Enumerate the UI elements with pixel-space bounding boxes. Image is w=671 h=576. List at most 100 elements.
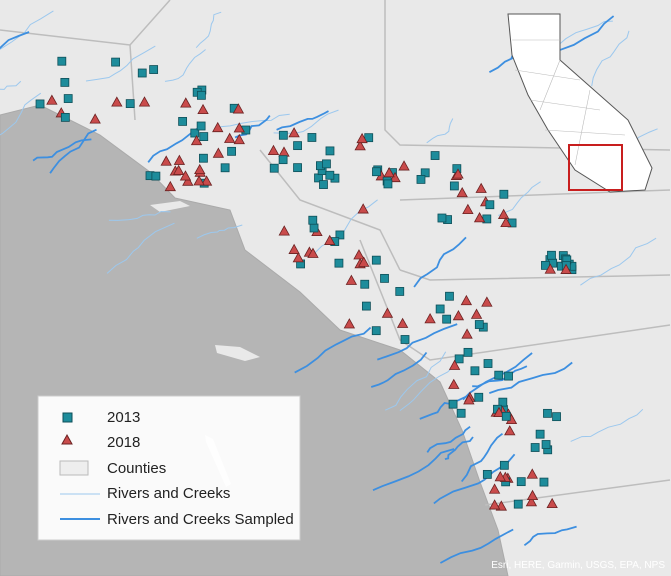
river xyxy=(570,408,644,442)
site-2018 xyxy=(398,160,410,171)
site-2013 xyxy=(400,335,410,344)
site-2018 xyxy=(424,313,436,324)
site-2013 xyxy=(361,301,371,311)
site-2018 xyxy=(448,378,460,389)
site-2013 xyxy=(60,77,70,87)
site-2018 xyxy=(462,203,474,215)
river xyxy=(591,30,630,87)
site-2013 xyxy=(449,181,459,191)
site-2018 xyxy=(173,154,186,165)
site-2018 xyxy=(288,127,300,138)
river xyxy=(108,210,171,221)
site-2013 xyxy=(437,213,447,223)
site-2018 xyxy=(504,425,516,436)
site-2018 xyxy=(448,359,461,370)
attribution: Esri, HERE, Garmin, USGS, EPA, NPS xyxy=(491,560,665,571)
site-2018 xyxy=(461,328,473,339)
river xyxy=(215,113,290,130)
site-2018 xyxy=(473,212,486,223)
site-2013 xyxy=(372,167,381,177)
site-2018 xyxy=(164,180,176,192)
site-2013 xyxy=(269,163,279,173)
site-2013 xyxy=(499,460,509,470)
river xyxy=(0,31,30,50)
site-2013 xyxy=(535,429,545,439)
river xyxy=(523,525,577,547)
river xyxy=(372,448,455,492)
site-2018 xyxy=(138,96,151,107)
site-2018 xyxy=(488,499,501,510)
site-2013 xyxy=(199,153,208,163)
site-2013 xyxy=(125,99,135,109)
river xyxy=(426,425,471,453)
river xyxy=(164,49,206,82)
site-2018 xyxy=(345,274,358,285)
river xyxy=(377,323,458,361)
river xyxy=(489,361,573,394)
site-2018 xyxy=(470,308,483,319)
river xyxy=(32,138,92,162)
river xyxy=(0,10,54,50)
site-2013 xyxy=(307,133,317,142)
site-2013 xyxy=(498,397,508,407)
sampled-rivers xyxy=(0,15,615,564)
site-2013 xyxy=(190,128,200,138)
site-2013 xyxy=(485,200,495,210)
site-2018 xyxy=(493,406,505,418)
site-2018 xyxy=(278,225,290,236)
site-2018 xyxy=(46,94,58,105)
river xyxy=(85,45,156,82)
site-2013 xyxy=(278,130,288,140)
river xyxy=(196,224,243,239)
site-2018 xyxy=(356,132,368,144)
river xyxy=(276,110,329,131)
site-2013 xyxy=(371,326,381,336)
river xyxy=(384,351,447,411)
site-2018 xyxy=(307,247,319,258)
site-2018 xyxy=(288,243,300,254)
site-2018 xyxy=(381,307,394,318)
site-2013 xyxy=(319,180,328,189)
site-2018 xyxy=(494,471,506,482)
site-2018 xyxy=(383,167,395,178)
site-2018 xyxy=(180,97,192,108)
site-2018 xyxy=(233,133,245,145)
legend-label: 2013 xyxy=(107,409,140,426)
site-2013 xyxy=(504,371,513,381)
site-2013 xyxy=(445,291,454,301)
river xyxy=(106,222,175,274)
site-2018 xyxy=(193,175,205,186)
site-2018 xyxy=(481,296,493,307)
site-2013 xyxy=(395,287,405,296)
site-2018 xyxy=(452,168,464,179)
site-2013 xyxy=(516,477,526,487)
site-2018 xyxy=(354,140,366,151)
site-2013 xyxy=(309,223,319,233)
inset-map xyxy=(507,13,653,193)
site-2018 xyxy=(357,203,369,214)
site-2018 xyxy=(212,147,225,158)
site-2013 xyxy=(474,392,484,402)
site-2013 xyxy=(463,347,473,357)
site-2013 xyxy=(494,370,504,380)
site-2013 xyxy=(325,146,335,156)
river xyxy=(0,80,22,90)
site-2018 xyxy=(452,310,465,321)
site-2013 xyxy=(499,189,509,199)
site-2018 xyxy=(197,103,209,115)
site-2018 xyxy=(343,318,356,329)
site-2018 xyxy=(190,134,203,146)
site-2018 xyxy=(172,164,185,175)
site-2013 xyxy=(325,170,335,180)
site-2013 xyxy=(35,99,45,109)
site-2013 xyxy=(334,258,344,268)
site-2018 xyxy=(475,182,487,193)
site-2013 xyxy=(442,314,452,324)
site-2018 xyxy=(324,234,336,245)
site-2013 xyxy=(371,255,381,265)
river xyxy=(580,237,657,286)
site-2013 xyxy=(541,440,551,449)
site-2018 xyxy=(546,497,558,509)
river xyxy=(294,326,372,374)
site-2013 xyxy=(278,155,288,165)
